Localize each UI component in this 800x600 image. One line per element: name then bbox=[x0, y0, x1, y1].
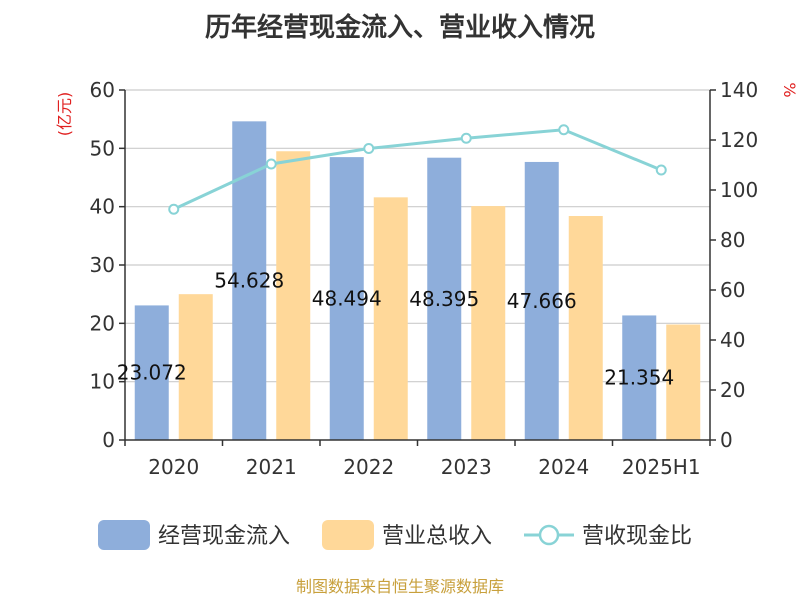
y-left-tick-label-2: 20 bbox=[90, 311, 115, 335]
bars-layer bbox=[134, 121, 701, 440]
y-left-tick-label-3: 30 bbox=[90, 253, 115, 277]
x-tick-label-5: 2025H1 bbox=[622, 455, 701, 479]
data-label-series0-1: 54.628 bbox=[214, 269, 284, 293]
bar-series1-3 bbox=[471, 206, 506, 440]
gridlines bbox=[125, 89, 710, 383]
bar-series1-0 bbox=[178, 294, 213, 440]
data-source: 制图数据来自恒生聚源数据库 bbox=[296, 577, 504, 596]
bar-series1-4 bbox=[568, 216, 603, 440]
legend-label-0: 经营现金流入 bbox=[158, 524, 290, 549]
legend-label-1: 营业总收入 bbox=[382, 524, 492, 549]
chart-title: 历年经营现金流入、营业收入情况 bbox=[205, 12, 595, 43]
line-point-series2-4 bbox=[558, 124, 570, 136]
data-labels-layer: 23.072 54.628 48.494 48.395 47.666 21.354 bbox=[117, 269, 674, 390]
legend-swatch-marker-2 bbox=[538, 524, 560, 546]
y-left-tick-label-6: 60 bbox=[90, 78, 115, 102]
line-point-series2-2 bbox=[363, 143, 375, 154]
y-right-tick-label-2: 40 bbox=[720, 328, 745, 352]
x-tick-label-4: 2024 bbox=[538, 455, 589, 479]
y-right-tick-label-4: 80 bbox=[720, 228, 745, 252]
y-right-unit: % bbox=[780, 82, 799, 97]
y-right-tick-label-6: 120 bbox=[720, 128, 758, 152]
legend: 经营现金流入 营业总收入 营收现金比 bbox=[98, 520, 692, 550]
y-right-tick-label-5: 100 bbox=[720, 178, 758, 202]
bar-series0-0 bbox=[134, 305, 169, 440]
y-right-tick-label-3: 60 bbox=[720, 278, 745, 302]
bar-series0-3 bbox=[427, 157, 462, 440]
line-series2 bbox=[173, 128, 662, 211]
line-point-series2-3 bbox=[460, 132, 472, 144]
y-right-tick-label-1: 20 bbox=[720, 378, 745, 402]
y-left-tick-label-5: 50 bbox=[90, 136, 115, 160]
x-tick-label-3: 2023 bbox=[441, 455, 492, 479]
line-point-series2-0 bbox=[168, 203, 180, 215]
line-layer bbox=[168, 124, 667, 215]
legend-label-2: 营收现金比 bbox=[582, 524, 692, 549]
data-label-series0-2: 48.494 bbox=[312, 287, 382, 311]
data-label-series0-3: 48.395 bbox=[409, 287, 479, 311]
data-label-series0-5: 21.354 bbox=[604, 366, 674, 390]
x-tick-label-1: 2021 bbox=[246, 455, 297, 479]
bar-series1-5 bbox=[666, 324, 701, 440]
y-right-tick-label-7: 140 bbox=[720, 78, 758, 102]
x-tick-label-0: 2020 bbox=[148, 455, 199, 479]
line-point-series2-1 bbox=[265, 158, 277, 170]
legend-swatch-0 bbox=[98, 520, 150, 550]
bar-series1-2 bbox=[373, 197, 408, 440]
data-label-series0-4: 47.666 bbox=[507, 289, 577, 313]
y-left-tick-label-0: 0 bbox=[102, 428, 115, 452]
line-point-series2-5 bbox=[655, 164, 667, 176]
legend-swatch-1 bbox=[322, 520, 374, 550]
bar-series0-2 bbox=[329, 157, 364, 440]
data-label-series0-0: 23.072 bbox=[117, 361, 187, 385]
bar-series1-1 bbox=[276, 151, 311, 440]
y-left-tick-label-4: 40 bbox=[90, 195, 115, 219]
bar-series0-5 bbox=[622, 315, 657, 440]
bar-series0-4 bbox=[524, 161, 559, 440]
y-right-tick-label-0: 0 bbox=[720, 428, 733, 452]
y-left-unit: (亿元) bbox=[55, 92, 74, 137]
axes-layer: 0 10 20 30 40 50 60 0 20 40 60 80 100 120 140 2020 2021 2… bbox=[90, 78, 759, 479]
y-left-tick-label-1: 10 bbox=[90, 370, 115, 394]
x-tick-label-2: 2022 bbox=[343, 455, 394, 479]
